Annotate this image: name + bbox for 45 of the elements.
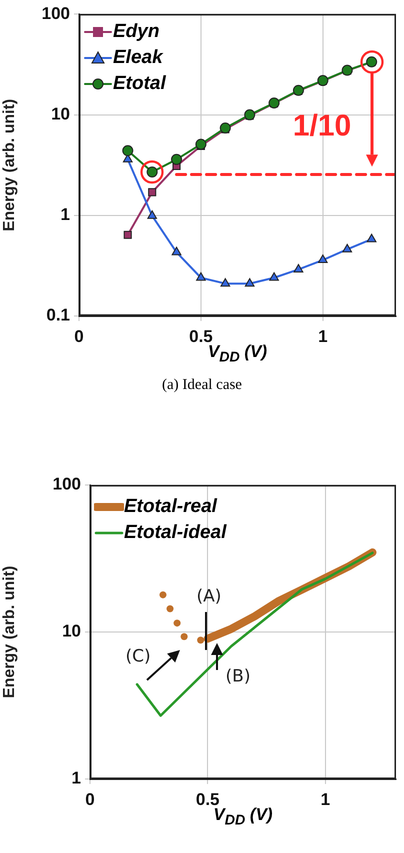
annotation: (B) — [226, 666, 250, 686]
x-tick-label: 1 — [318, 326, 328, 346]
x-tick-label: 0 — [74, 326, 84, 346]
y-tick-label: 0.1 — [46, 306, 70, 325]
point — [220, 278, 230, 287]
point — [366, 234, 376, 242]
x-tick-label: 0 — [85, 790, 95, 809]
point — [318, 254, 328, 264]
y-axis-title: Energy (arb. unit) — [1, 566, 18, 698]
point — [172, 246, 182, 256]
point — [174, 620, 181, 627]
text: (a) Ideal case — [161, 377, 243, 394]
y-axis-title: Energy (arb. unit) — [1, 98, 18, 232]
legend-label: Etotal — [113, 73, 166, 96]
point — [180, 633, 188, 640]
annotation: 1/10 — [292, 109, 352, 142]
legend-label: Eleak — [113, 47, 163, 70]
point — [148, 188, 156, 196]
legend-label: Edyn — [113, 21, 160, 44]
point — [220, 122, 231, 134]
y-tick-label: 1 — [60, 205, 70, 224]
point — [147, 210, 157, 219]
point — [195, 138, 206, 150]
x-tick-label: 1 — [320, 790, 330, 809]
annotation: (C) — [125, 646, 151, 666]
y-tick-label: 1 — [72, 768, 81, 788]
annotation: (A) — [196, 586, 222, 606]
y-tick-label: 100 — [42, 4, 70, 23]
point — [124, 230, 132, 239]
y-tick-label: 10 — [51, 104, 70, 124]
point — [244, 278, 255, 287]
point — [159, 591, 166, 598]
point — [269, 272, 279, 281]
point — [342, 244, 352, 252]
point — [244, 109, 256, 120]
legend-label: Etotal-real — [124, 496, 217, 518]
point — [171, 154, 182, 165]
point — [294, 264, 304, 272]
point — [122, 145, 134, 156]
point — [197, 636, 204, 644]
y-tick-label: 10 — [62, 622, 81, 641]
point — [166, 605, 174, 612]
y-tick-label: 100 — [52, 474, 81, 494]
point — [196, 272, 206, 281]
legend-label: Etotal-ideal — [124, 522, 226, 544]
